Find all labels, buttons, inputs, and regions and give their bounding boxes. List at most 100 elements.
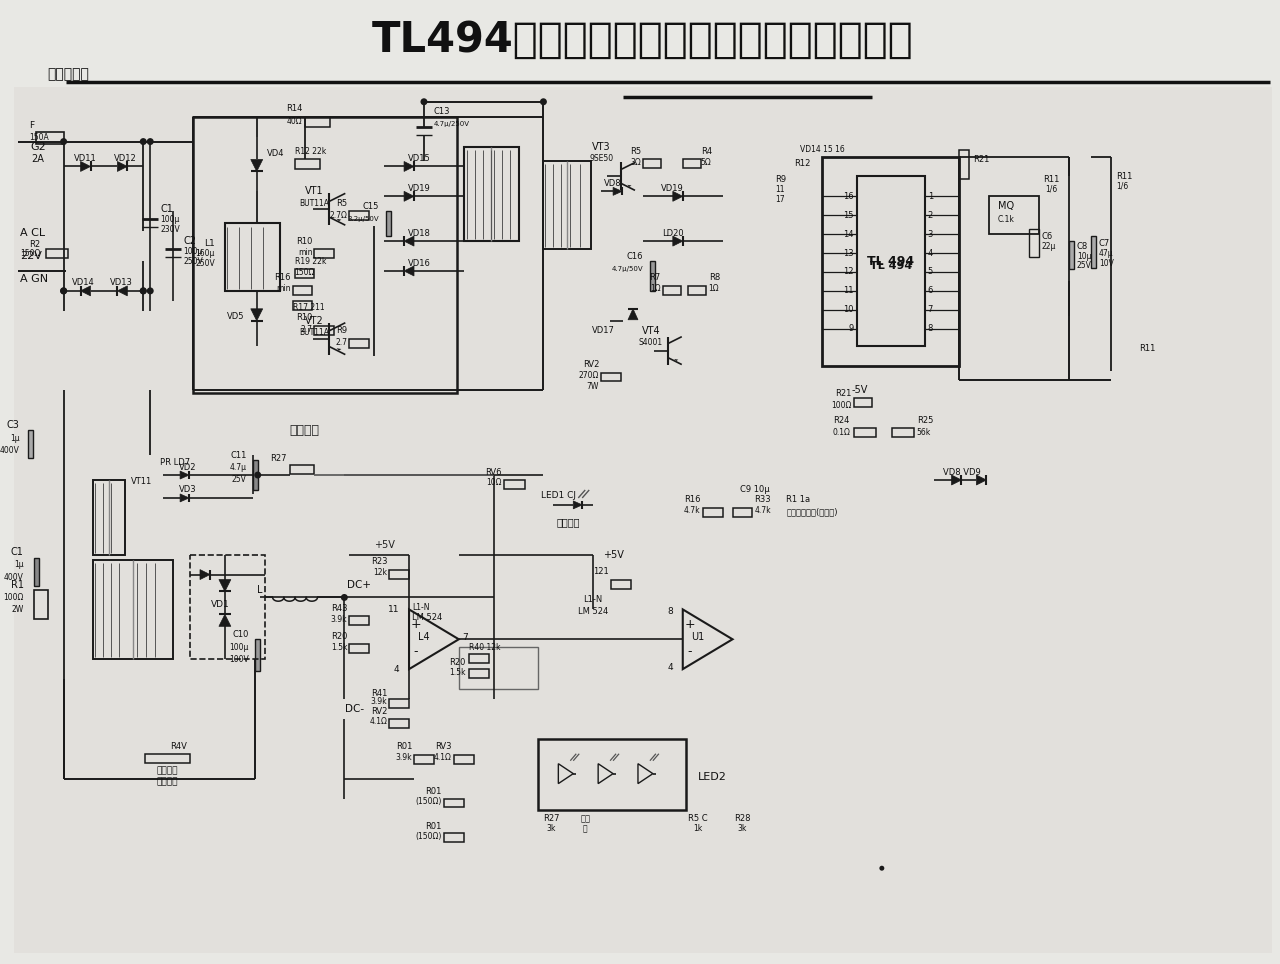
Text: VD12: VD12 bbox=[114, 154, 137, 163]
Text: VD5: VD5 bbox=[228, 312, 244, 321]
Text: 辅自电源: 辅自电源 bbox=[289, 424, 320, 437]
Text: C16: C16 bbox=[626, 252, 643, 260]
Text: 1.5k: 1.5k bbox=[330, 643, 347, 652]
Text: R20: R20 bbox=[449, 657, 466, 667]
Bar bbox=[349, 338, 369, 348]
Text: 7: 7 bbox=[462, 632, 467, 642]
Text: C13: C13 bbox=[434, 107, 451, 117]
Text: VD2: VD2 bbox=[179, 463, 197, 471]
Bar bbox=[539, 738, 686, 811]
Bar bbox=[293, 301, 312, 309]
Bar bbox=[602, 372, 621, 382]
Polygon shape bbox=[404, 266, 413, 276]
Text: VT11: VT11 bbox=[132, 477, 152, 487]
Circle shape bbox=[140, 138, 147, 145]
Bar bbox=[687, 286, 705, 295]
Text: 4.7k: 4.7k bbox=[754, 506, 771, 516]
Text: 10: 10 bbox=[844, 306, 854, 314]
Text: LD20: LD20 bbox=[662, 228, 684, 238]
Text: VT1: VT1 bbox=[305, 186, 324, 197]
Text: RV2: RV2 bbox=[582, 360, 599, 369]
Text: 400V: 400V bbox=[4, 573, 24, 582]
Text: 25V: 25V bbox=[232, 474, 247, 484]
Circle shape bbox=[420, 98, 428, 105]
Text: -: - bbox=[687, 645, 692, 657]
Polygon shape bbox=[613, 187, 622, 196]
Polygon shape bbox=[628, 308, 637, 320]
Bar bbox=[305, 117, 330, 126]
Text: S4001: S4001 bbox=[639, 338, 663, 347]
Text: VD14: VD14 bbox=[72, 279, 95, 287]
Text: L4: L4 bbox=[419, 632, 430, 642]
Text: 1Ω: 1Ω bbox=[709, 284, 719, 293]
Text: L: L bbox=[257, 584, 262, 595]
Text: 150Ω: 150Ω bbox=[20, 249, 41, 257]
Text: 121: 121 bbox=[594, 567, 609, 576]
Bar bbox=[650, 261, 655, 291]
Text: 11: 11 bbox=[844, 286, 854, 295]
Text: 调标电流: 调标电流 bbox=[156, 777, 178, 786]
Text: 2W: 2W bbox=[12, 605, 24, 614]
Text: C1: C1 bbox=[160, 204, 173, 214]
Bar bbox=[703, 508, 723, 517]
Text: L1-N: L1-N bbox=[412, 602, 430, 612]
Bar bbox=[36, 132, 64, 144]
Bar bbox=[856, 176, 924, 346]
Text: 1/6: 1/6 bbox=[1044, 185, 1057, 194]
Bar bbox=[892, 428, 914, 438]
Text: 400V: 400V bbox=[0, 445, 19, 455]
Text: R7: R7 bbox=[650, 274, 660, 282]
Text: 5Ω: 5Ω bbox=[700, 158, 712, 167]
Text: 9: 9 bbox=[849, 324, 854, 334]
Polygon shape bbox=[627, 185, 631, 187]
Text: 4: 4 bbox=[667, 662, 673, 672]
Bar bbox=[294, 269, 315, 278]
Polygon shape bbox=[675, 359, 678, 362]
Text: 2A: 2A bbox=[31, 154, 44, 165]
Text: 12k: 12k bbox=[374, 568, 387, 577]
Text: LM 524: LM 524 bbox=[579, 607, 608, 616]
Bar bbox=[189, 554, 265, 659]
Text: L1: L1 bbox=[205, 239, 215, 248]
Bar bbox=[503, 480, 526, 489]
Text: 4.7μ: 4.7μ bbox=[230, 463, 247, 471]
Bar bbox=[1069, 241, 1074, 269]
Text: R10: R10 bbox=[296, 236, 312, 246]
Text: 3k: 3k bbox=[737, 824, 748, 833]
Text: R5 C: R5 C bbox=[687, 814, 708, 823]
Bar bbox=[960, 149, 969, 179]
Polygon shape bbox=[673, 236, 682, 246]
Text: C10: C10 bbox=[233, 629, 248, 639]
Text: VD16: VD16 bbox=[407, 258, 430, 268]
Text: R4: R4 bbox=[700, 147, 712, 156]
Text: F: F bbox=[28, 121, 33, 130]
Text: 1: 1 bbox=[928, 192, 933, 201]
Bar bbox=[468, 655, 489, 663]
Text: 0.1Ω: 0.1Ω bbox=[832, 428, 850, 437]
Text: R11: R11 bbox=[1043, 174, 1060, 184]
Text: C.1k: C.1k bbox=[998, 215, 1015, 224]
Text: 100Ω: 100Ω bbox=[832, 401, 852, 410]
Text: R5: R5 bbox=[337, 199, 347, 208]
Text: 3: 3 bbox=[928, 229, 933, 239]
Text: 1k: 1k bbox=[692, 824, 703, 833]
Bar bbox=[413, 755, 434, 763]
Bar bbox=[611, 579, 631, 588]
Circle shape bbox=[140, 287, 147, 294]
Bar bbox=[46, 249, 68, 258]
Polygon shape bbox=[180, 471, 189, 479]
Text: 9SE50: 9SE50 bbox=[589, 154, 613, 163]
Bar bbox=[315, 249, 334, 258]
Text: 230V: 230V bbox=[160, 225, 180, 233]
Text: 充电器电路: 充电器电路 bbox=[47, 67, 90, 81]
Bar bbox=[225, 224, 279, 291]
Text: R21: R21 bbox=[836, 388, 852, 398]
Text: 4.7μ/50V: 4.7μ/50V bbox=[612, 266, 643, 272]
Text: DC+: DC+ bbox=[347, 579, 371, 590]
Bar bbox=[822, 156, 960, 365]
Text: 10V: 10V bbox=[1098, 258, 1114, 268]
Bar bbox=[682, 159, 700, 169]
Text: 150A: 150A bbox=[28, 133, 49, 142]
Text: 4: 4 bbox=[928, 249, 933, 257]
Text: (150Ω): (150Ω) bbox=[416, 832, 442, 841]
